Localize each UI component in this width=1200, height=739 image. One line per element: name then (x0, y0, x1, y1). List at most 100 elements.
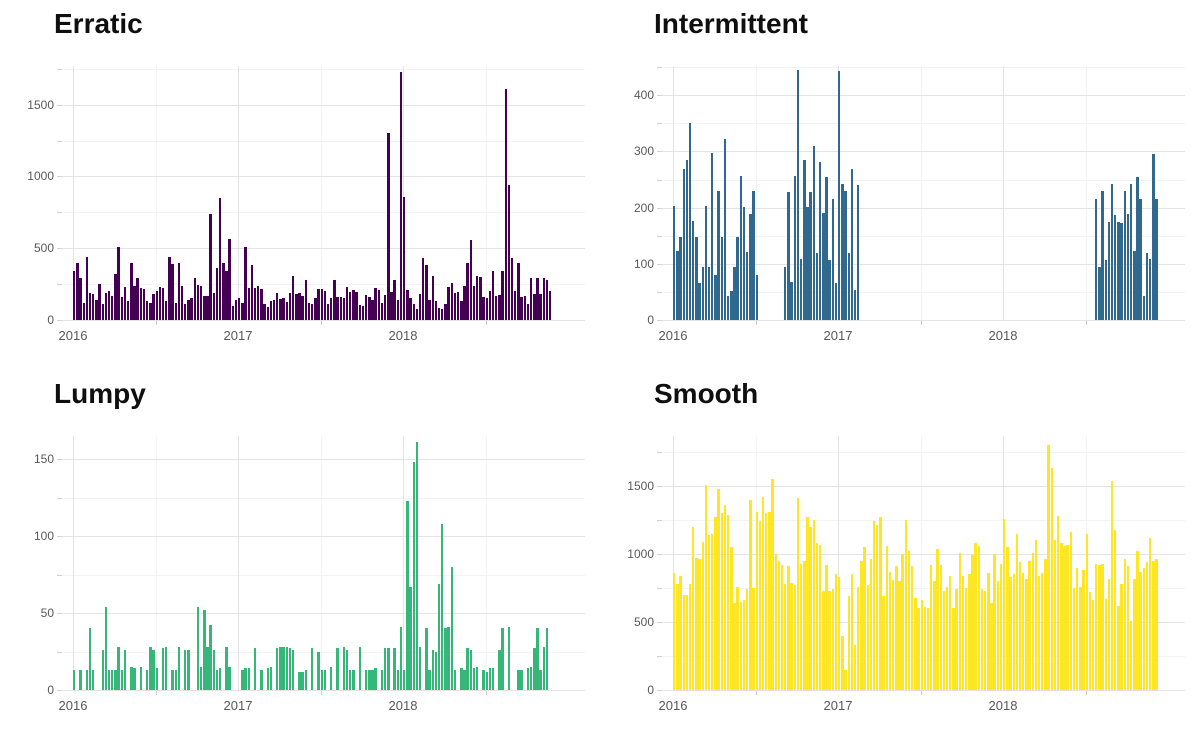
bar (158, 287, 162, 320)
bar (834, 574, 838, 690)
bar (739, 601, 743, 690)
bar (215, 268, 219, 320)
bar (310, 303, 314, 320)
bar (212, 649, 216, 690)
bar (949, 575, 952, 690)
bar (482, 670, 485, 690)
bar (241, 670, 244, 690)
gridline-major-h (662, 320, 1185, 321)
bar (761, 496, 765, 690)
bar (139, 666, 143, 690)
bar (196, 284, 200, 320)
bar (784, 583, 787, 690)
bar (1022, 573, 1025, 690)
gridline-minor-h (662, 235, 1185, 237)
bar (793, 585, 796, 690)
bar (526, 304, 530, 320)
bar (526, 668, 530, 690)
bar (1009, 577, 1012, 690)
bar (336, 297, 339, 320)
bar (111, 670, 114, 690)
bar (1152, 154, 1155, 320)
bar (393, 279, 396, 320)
bar (682, 594, 685, 690)
bar (279, 646, 282, 690)
y-tick-mark-minor (657, 235, 662, 237)
bar (999, 563, 1003, 690)
bar (768, 511, 771, 690)
x-axis-label: 2016 (658, 698, 688, 713)
bar (1028, 560, 1031, 690)
bar (253, 288, 257, 320)
gridline-minor-h (62, 497, 585, 499)
chart-canvas-smooth (662, 436, 1185, 691)
bar (850, 169, 854, 320)
bar (342, 298, 346, 320)
bar (841, 635, 844, 690)
bar (199, 666, 203, 690)
bar (320, 670, 323, 690)
bar (244, 246, 247, 320)
bar (707, 266, 711, 320)
bar (1126, 214, 1130, 320)
bar (479, 276, 482, 320)
gridline-minor-h (662, 588, 1185, 590)
bar (310, 648, 314, 690)
bar (872, 521, 876, 690)
bar (447, 287, 450, 320)
bar (844, 190, 847, 320)
bar (73, 271, 76, 320)
bar (917, 608, 920, 690)
bar (698, 559, 701, 690)
bar (387, 133, 390, 320)
bar (380, 670, 384, 690)
bar (352, 289, 355, 320)
bar (771, 479, 774, 690)
bar (888, 571, 892, 690)
bar (1123, 559, 1126, 690)
bar (437, 583, 441, 690)
gridline-minor-h (662, 123, 1185, 125)
y-tick-mark (657, 690, 662, 691)
y-axis-label: 0 (47, 683, 54, 697)
gridline-minor-h (662, 520, 1185, 522)
chart-canvas-lumpy (62, 436, 585, 691)
gridline-minor-v (485, 66, 487, 320)
bar (73, 670, 76, 690)
bar (498, 649, 501, 690)
bar (685, 594, 689, 690)
bar (545, 279, 549, 320)
bar (380, 302, 384, 320)
bar (98, 284, 101, 320)
bar (104, 292, 108, 320)
bar (980, 589, 984, 690)
bar (885, 545, 888, 690)
bar (447, 626, 450, 690)
gridline-minor-v (755, 66, 757, 320)
bar (514, 290, 517, 320)
gridline-major-h (662, 263, 1185, 265)
y-axis-label: 400 (633, 88, 654, 103)
bar (1107, 221, 1111, 320)
x-axis-label: 2018 (988, 328, 1018, 343)
bar (730, 547, 733, 690)
bar (1012, 574, 1015, 690)
bar (250, 264, 254, 320)
gridline-major-v (838, 436, 839, 690)
bar (806, 517, 809, 690)
bar (749, 499, 752, 690)
y-tick-mark (57, 459, 62, 461)
bar (330, 666, 333, 690)
bar (161, 287, 165, 320)
bar (409, 298, 412, 320)
bar (796, 69, 800, 320)
bar (533, 648, 536, 690)
bar (1155, 198, 1158, 320)
bar (996, 581, 1000, 690)
bar (993, 554, 996, 690)
gridline-major-h (662, 622, 1185, 623)
bar (692, 526, 695, 690)
bar (152, 294, 155, 320)
y-axis-label: 100 (33, 529, 54, 544)
